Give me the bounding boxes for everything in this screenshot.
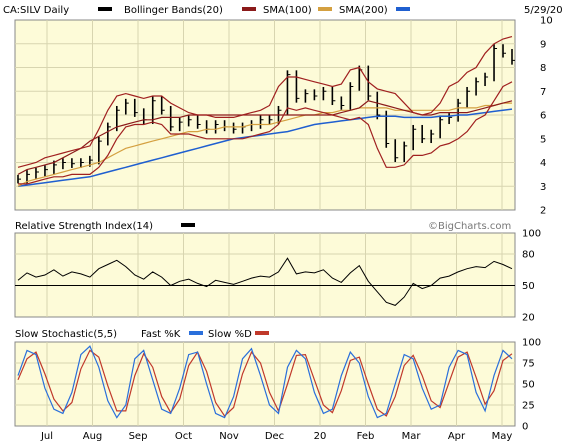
bollinger-lower-line — [18, 81, 513, 185]
stochastic-y-tick: 0 — [522, 422, 528, 433]
price-bars — [17, 44, 515, 184]
x-axis-month-label: Aug — [83, 431, 103, 442]
price-y-tick: 4 — [540, 158, 546, 169]
price-y-tick: 9 — [540, 39, 546, 50]
fast-k-line — [17, 345, 513, 419]
stochastic-y-tick: 75 — [522, 359, 535, 370]
slow-d-line — [17, 349, 513, 417]
stochastic-y-tick: 100 — [522, 338, 541, 349]
sma-blue-line — [17, 108, 513, 188]
price-y-tick: 3 — [540, 182, 546, 193]
x-axis-month-label: Feb — [357, 431, 375, 442]
price-y-tick: 6 — [540, 111, 546, 122]
bollinger-upper-line — [17, 36, 513, 168]
sma200-legend-swatch — [318, 7, 332, 11]
stochastic-y-tick: 25 — [522, 401, 535, 412]
price-y-tick: 5 — [540, 134, 546, 145]
sma200-label: SMA(200) — [339, 5, 388, 16]
slow-d-legend-swatch — [255, 331, 269, 335]
price-y-axis: 2 3 4 5 6 7 8 9 10 — [540, 16, 553, 217]
stochastic-y-tick: 50 — [522, 380, 535, 391]
stochastic-y-axis: 100 75 50 25 0 — [522, 338, 541, 433]
fast-k-legend-swatch — [189, 331, 203, 335]
x-axis-month-label: Jul — [40, 431, 53, 442]
price-y-tick: 10 — [540, 16, 553, 27]
sma100-label: SMA(100) — [263, 5, 312, 16]
sma200-line — [17, 102, 512, 187]
sma-blue-legend-swatch — [396, 7, 410, 11]
bollinger-legend-swatch — [98, 7, 112, 11]
sma100-legend-swatch — [242, 7, 256, 11]
x-axis-month-label: Oct — [175, 431, 192, 442]
watermark: ©BigCharts.com — [428, 221, 511, 232]
price-y-tick: 7 — [540, 87, 546, 98]
rsi-y-tick: 80 — [522, 250, 535, 261]
date-label: 5/29/20 — [524, 5, 563, 16]
x-axis-month-label: 20 — [314, 431, 327, 442]
x-axis-month-label: Apr — [448, 431, 466, 442]
rsi-panel — [14, 232, 516, 318]
slow-d-label: Slow %D — [208, 329, 252, 340]
bollinger-label: Bollinger Bands(20) — [124, 5, 223, 16]
price-y-tick: 2 — [540, 206, 546, 217]
rsi-title: Relative Strength Index(14) — [15, 221, 153, 232]
x-axis-month-label: Nov — [219, 431, 239, 442]
rsi-y-tick: 100 — [522, 229, 541, 240]
rsi-y-tick: 50 — [522, 281, 535, 292]
rsi-y-tick: 20 — [522, 313, 535, 324]
x-axis-month-label: May — [492, 431, 513, 442]
symbol-label: CA:SILV Daily — [3, 5, 69, 16]
sma100-line — [17, 100, 513, 175]
x-axis-month-label: Sep — [129, 431, 148, 442]
x-axis-month-label: Dec — [265, 431, 284, 442]
rsi-legend-swatch — [181, 223, 195, 227]
fast-k-label: Fast %K — [141, 329, 181, 340]
price-y-tick: 8 — [540, 63, 546, 74]
rsi-line — [17, 257, 513, 306]
x-axis-month-label: Mar — [402, 431, 422, 442]
stochastic-title: Slow Stochastic(5,5) — [15, 329, 117, 340]
stochastic-x-axis: Jul Aug Sep Oct Nov Dec 20 Feb Mar Apr May — [40, 431, 512, 442]
rsi-y-axis: 100 80 50 20 — [522, 229, 541, 324]
